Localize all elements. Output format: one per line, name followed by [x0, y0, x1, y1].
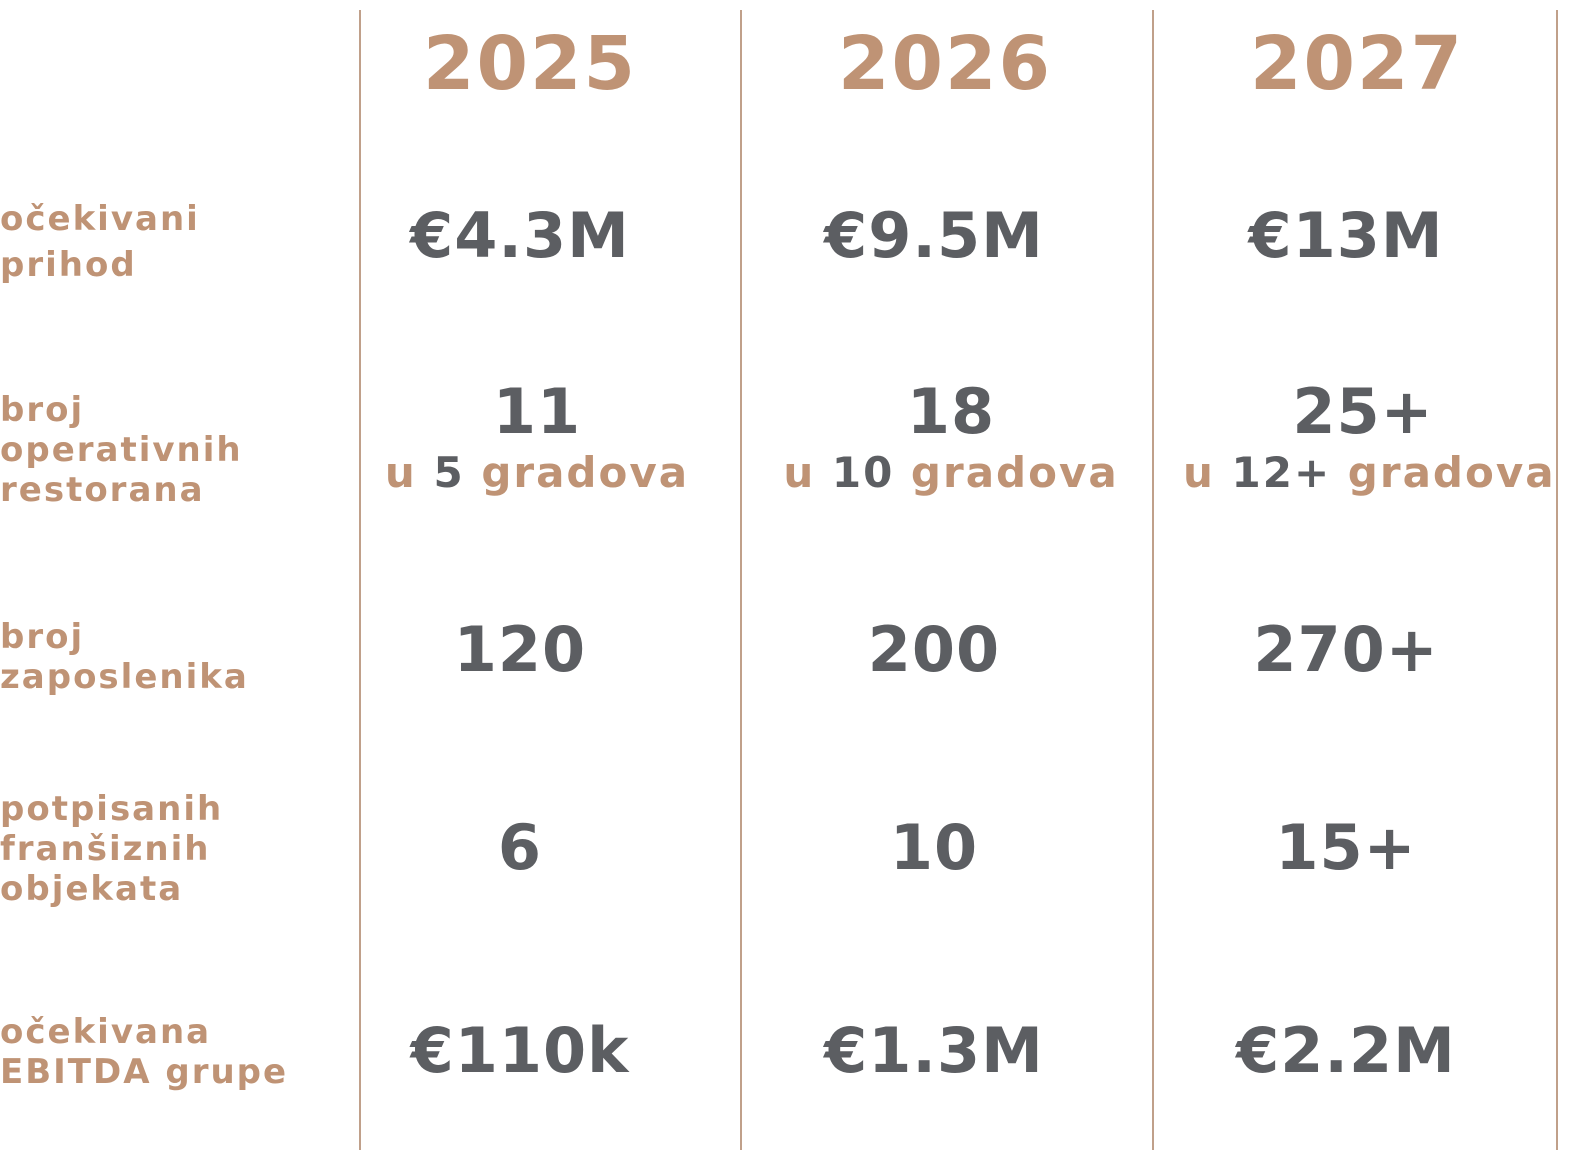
employees-2027: 270+: [1253, 613, 1439, 686]
restaurants-2027: 25+ u 12+ gradova: [1183, 375, 1556, 498]
cities-2026: u 10 gradova: [783, 448, 1119, 497]
row-label-restaurants: broj operativnih restorana: [0, 390, 243, 510]
cities-2025: u 5 gradova: [384, 448, 690, 497]
revenue-2025: €4.3M: [410, 199, 630, 272]
revenue-2027: €13M: [1248, 199, 1444, 272]
revenue-2026: €9.5M: [824, 199, 1044, 272]
column-divider: [740, 10, 742, 1150]
employees-2026: 200: [867, 613, 1001, 686]
row-label-franchises: potpisanih franšiznih objekata: [0, 789, 224, 909]
ebitda-2026: €1.3M: [824, 1014, 1044, 1087]
year-header-2025: 2025: [423, 21, 637, 107]
column-divider: [359, 10, 361, 1150]
franchises-2026: 10: [889, 811, 979, 884]
row-label-employees: broj zaposlenika: [0, 617, 249, 697]
ebitda-2025: €110k: [410, 1014, 630, 1087]
restaurants-2025: 11 u 5 gradova: [357, 376, 717, 498]
year-header-2027: 2027: [1250, 21, 1464, 107]
column-divider: [1152, 10, 1154, 1150]
restaurants-2026: 18 u 10 gradova: [771, 376, 1131, 498]
row-label-ebitda: očekivana EBITDA grupe: [0, 1012, 289, 1092]
ebitda-2027: €2.2M: [1236, 1014, 1456, 1087]
column-divider: [1556, 10, 1558, 1150]
franchises-2025: 6: [497, 811, 543, 884]
row-label-revenue: očekivani prihod: [0, 199, 200, 285]
cities-2027: u 12+ gradova: [1183, 448, 1556, 497]
franchises-2027: 15+: [1275, 811, 1417, 884]
year-header-2026: 2026: [838, 21, 1052, 107]
employees-2025: 120: [453, 613, 587, 686]
